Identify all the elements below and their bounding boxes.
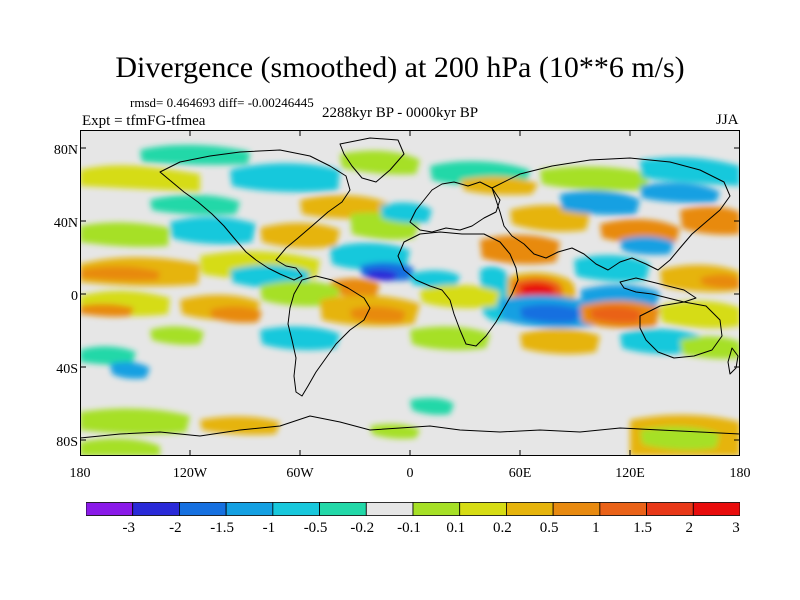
period-label: 2288kyr BP - 0000kyr BP bbox=[322, 105, 479, 121]
colorbar-label: -0.2 bbox=[350, 520, 375, 536]
field-midnorth bbox=[80, 190, 740, 255]
colorbar-swatch bbox=[86, 502, 134, 516]
coast-new-zealand bbox=[727, 347, 739, 375]
lon-tick-120e: 120E bbox=[615, 466, 645, 481]
colorbar-swatch bbox=[692, 502, 740, 516]
diff-label: diff= bbox=[218, 95, 245, 110]
colorbar-swatch bbox=[506, 502, 554, 516]
coastlines bbox=[80, 137, 740, 439]
coast-antarctica bbox=[80, 415, 740, 439]
lon-tick-0: 0 bbox=[406, 466, 414, 481]
colorbar-label: 0.5 bbox=[539, 520, 559, 536]
lat-tick-0: 0 bbox=[71, 289, 78, 304]
lon-tick-60e: 60E bbox=[508, 466, 532, 481]
rmsd-value: 0.464693 bbox=[166, 95, 216, 110]
lat-tick-40s: 40S bbox=[56, 362, 78, 377]
colorbar-swatch bbox=[599, 502, 647, 516]
colorbar-swatch bbox=[412, 502, 461, 516]
colorbar-label: 1 bbox=[592, 520, 600, 536]
colorbar-label: 0.1 bbox=[446, 520, 466, 536]
stats-line: rmsd= 0.464693 diff= -0.00246445 bbox=[130, 95, 314, 111]
divergence-map bbox=[80, 130, 740, 456]
season-label: JJA bbox=[716, 112, 739, 128]
colorbar-label: -1 bbox=[262, 520, 276, 536]
coast-europe bbox=[409, 181, 501, 233]
colorbar-label: 3 bbox=[732, 520, 740, 536]
colorbar-swatch bbox=[272, 502, 320, 516]
colorbar-label: -0.1 bbox=[397, 520, 421, 536]
lat-tick-80n: 80N bbox=[53, 143, 78, 158]
field-north bbox=[80, 144, 740, 219]
lat-tick-80s: 80S bbox=[56, 435, 78, 450]
coast-south-america bbox=[287, 275, 371, 397]
diff-value: -0.00246445 bbox=[247, 95, 314, 110]
coast-indonesia bbox=[619, 277, 697, 303]
colorbar-label: 2 bbox=[685, 520, 694, 536]
colorbar-label: -1.5 bbox=[210, 520, 235, 536]
coast-greenland bbox=[339, 137, 405, 183]
lon-tick-180e: 180 bbox=[729, 466, 751, 481]
chart-title: Divergence (smoothed) at 200 hPa (10**6 … bbox=[115, 51, 685, 84]
colorbar-swatch bbox=[552, 502, 601, 516]
colorbar-label: 1.5 bbox=[633, 520, 652, 536]
coast-australia bbox=[639, 301, 723, 359]
colorbar-label: -0.5 bbox=[303, 520, 328, 536]
colorbar-swatch bbox=[132, 502, 180, 516]
colorbar-swatch bbox=[646, 502, 694, 516]
colorbar-swatch bbox=[225, 502, 274, 516]
coast-north-america bbox=[159, 149, 351, 281]
divergence-field bbox=[80, 144, 740, 456]
experiment-label: Expt = tfmFG-tfmea bbox=[82, 113, 206, 129]
rmsd-label: rmsd= bbox=[130, 95, 164, 110]
lon-tick-120w: 120W bbox=[172, 466, 208, 481]
colorbar-label: -2 bbox=[169, 520, 182, 536]
colorbar-swatch bbox=[319, 502, 367, 516]
colorbar-label: -3 bbox=[122, 520, 135, 536]
colorbar-label: 0.2 bbox=[493, 520, 512, 536]
axis-ticks bbox=[80, 130, 740, 456]
lon-tick-60w: 60W bbox=[286, 466, 314, 481]
colorbar-swatch bbox=[459, 502, 507, 516]
coast-asia bbox=[491, 157, 731, 271]
colorbar-swatch bbox=[365, 502, 414, 516]
lat-tick-40n: 40N bbox=[53, 216, 78, 231]
colorbar bbox=[86, 502, 740, 516]
lon-tick-180w: 180 bbox=[69, 466, 91, 481]
field-south bbox=[80, 280, 740, 379]
coast-africa bbox=[397, 231, 519, 347]
colorbar-swatch bbox=[179, 502, 227, 516]
